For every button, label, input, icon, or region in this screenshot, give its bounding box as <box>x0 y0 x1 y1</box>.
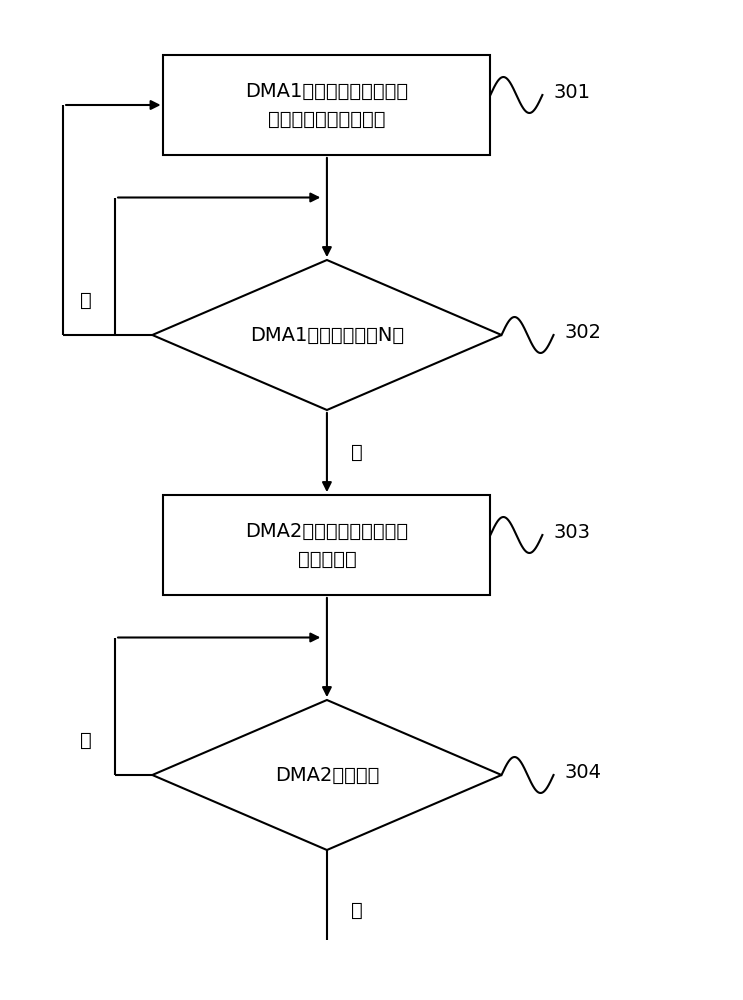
Text: 发送寄存器: 发送寄存器 <box>297 550 357 568</box>
Text: DMA2开始搞运数据到串口: DMA2开始搞运数据到串口 <box>245 522 409 540</box>
Polygon shape <box>152 700 502 850</box>
Text: 是: 是 <box>351 443 363 462</box>
Text: 否: 否 <box>80 290 91 309</box>
Text: 301: 301 <box>554 83 591 102</box>
Bar <box>163 55 490 155</box>
Bar <box>163 495 490 595</box>
Text: DMA1搞运数量达到N値: DMA1搞运数量达到N値 <box>250 326 404 344</box>
Text: 否: 否 <box>80 730 91 750</box>
Polygon shape <box>152 260 502 410</box>
Text: DMA2搞运完成: DMA2搞运完成 <box>275 766 379 784</box>
Text: 302: 302 <box>565 322 602 342</box>
Text: DMA1开始搞运模数转换器: DMA1开始搞运模数转换器 <box>245 82 409 101</box>
Text: 寄存器数据到数据缓存: 寄存器数据到数据缓存 <box>268 109 386 128</box>
Text: 是: 是 <box>351 900 363 920</box>
Text: 303: 303 <box>554 522 591 542</box>
Text: 304: 304 <box>565 762 602 782</box>
